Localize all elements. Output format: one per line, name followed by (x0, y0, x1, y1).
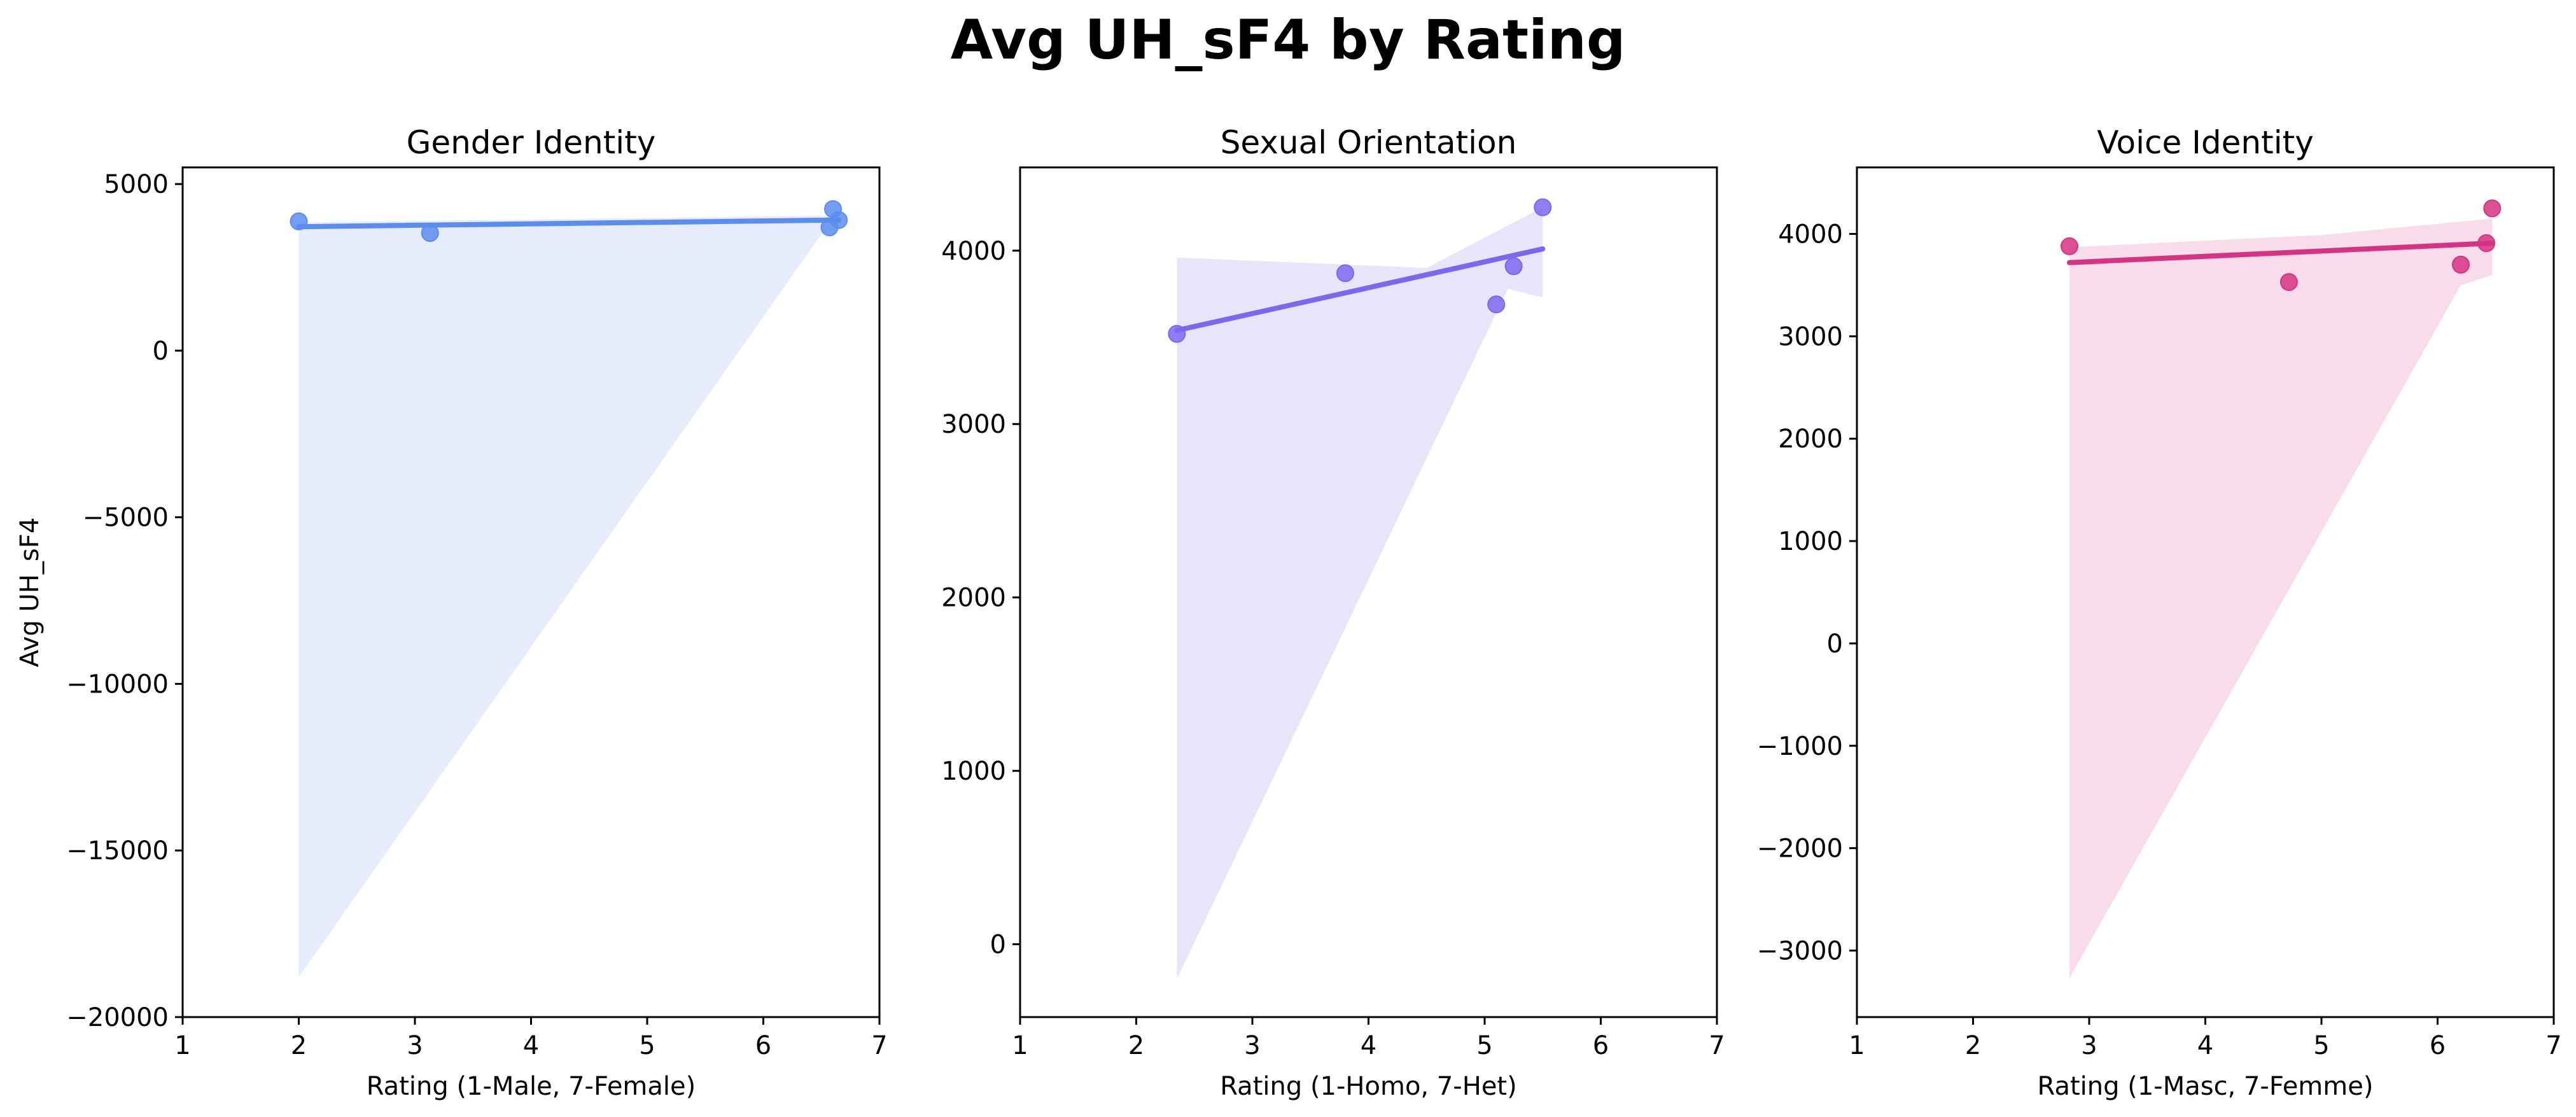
x-tick-label: 3 (1244, 1031, 1260, 1060)
data-point (2452, 255, 2470, 274)
x-tick-label: 7 (871, 1031, 887, 1060)
panel-sexual-orientation: 1 2 3 4 5 6 7 0 1000 2000 3000 4000 Sexual Orientati… (941, 124, 1725, 1101)
x-tick-label: 2 (291, 1031, 307, 1060)
y-tick-label: −15000 (66, 836, 169, 866)
x-tick-label: 3 (2081, 1031, 2097, 1060)
x-tick-label: 7 (2545, 1031, 2561, 1060)
regression-line (1174, 246, 1546, 334)
data-point (830, 211, 848, 229)
panel-title: Gender Identity (407, 124, 656, 161)
data-point (421, 224, 439, 242)
data-point (2060, 237, 2078, 255)
y-tick-label: −1000 (1757, 732, 1843, 761)
y-tick-label: 0 (990, 931, 1006, 960)
y-tick-label: 1000 (1778, 527, 1843, 556)
y-tick-label: −20000 (66, 1003, 169, 1032)
confidence-band (298, 214, 839, 978)
y-tick-label: 2000 (1778, 425, 1843, 454)
x-tick-label: 7 (1709, 1031, 1725, 1060)
figure-title: Avg UH_sF4 by Rating (951, 8, 1626, 72)
regression-line (296, 217, 842, 230)
data-point (2483, 199, 2502, 218)
data-point (1336, 264, 1354, 283)
x-tick-label: 4 (1361, 1031, 1376, 1060)
data-point (1504, 257, 1523, 276)
data-point (2279, 273, 2298, 292)
y-tick-label: 3000 (1778, 322, 1843, 351)
data-point (290, 212, 308, 230)
y-tick-label: −5000 (83, 503, 169, 533)
y-tick-label: −2000 (1757, 834, 1843, 864)
x-tick-label: 5 (1476, 1031, 1492, 1060)
x-tick-label: 1 (1849, 1031, 1865, 1060)
data-point (1487, 295, 1506, 314)
x-axis-label: Rating (1-Male, 7-Female) (367, 1072, 696, 1101)
data-point (1534, 198, 1552, 216)
y-tick-label: 0 (1827, 629, 1843, 659)
x-tick-label: 5 (639, 1031, 655, 1060)
x-tick-label: 1 (1012, 1031, 1028, 1060)
y-tick-label: 5000 (104, 170, 169, 199)
panel-voice-identity: 1 2 3 4 5 6 7 −3000 −2000 −1000 0 1000 2000 3000 4000 V… (1757, 124, 2562, 1101)
regression-line (2066, 241, 2495, 265)
panel-title: Sexual Orientation (1221, 124, 1517, 161)
data-point (2477, 234, 2496, 253)
y-tick-label: 3000 (941, 410, 1006, 439)
x-tick-label: 3 (407, 1031, 423, 1060)
y-tick-label: −3000 (1757, 936, 1843, 966)
y-tick-label: −10000 (66, 670, 169, 699)
x-tick-label: 6 (2430, 1031, 2446, 1060)
x-tick-label: 6 (1593, 1031, 1609, 1060)
x-tick-label: 2 (1128, 1031, 1144, 1060)
y-tick-label: 2000 (941, 584, 1006, 613)
confidence-band (1177, 207, 1543, 980)
y-tick-label: 4000 (1778, 220, 1843, 249)
x-tick-label: 1 (174, 1031, 190, 1060)
x-tick-label: 6 (755, 1031, 771, 1060)
y-tick-label: 0 (153, 337, 169, 366)
x-axis-label: Rating (1-Homo, 7-Het) (1220, 1072, 1516, 1101)
data-point (1168, 325, 1186, 343)
x-tick-label: 4 (523, 1031, 539, 1060)
panel-gender-identity: 1 2 3 4 5 6 7 −20000 −15000 −10000 −5000 0 5000 Gende… (15, 124, 888, 1101)
y-axis-label: Avg UH_sF4 (15, 517, 45, 667)
x-tick-label: 5 (2313, 1031, 2329, 1060)
y-tick-label: 4000 (941, 237, 1006, 266)
y-tick-label: 1000 (941, 757, 1006, 786)
x-axis-label: Rating (1-Masc, 7-Femme) (2038, 1072, 2374, 1101)
x-tick-label: 2 (1965, 1031, 1981, 1060)
confidence-band (2069, 218, 2493, 978)
panel-title: Voice Identity (2097, 124, 2314, 161)
x-tick-label: 4 (2197, 1031, 2213, 1060)
